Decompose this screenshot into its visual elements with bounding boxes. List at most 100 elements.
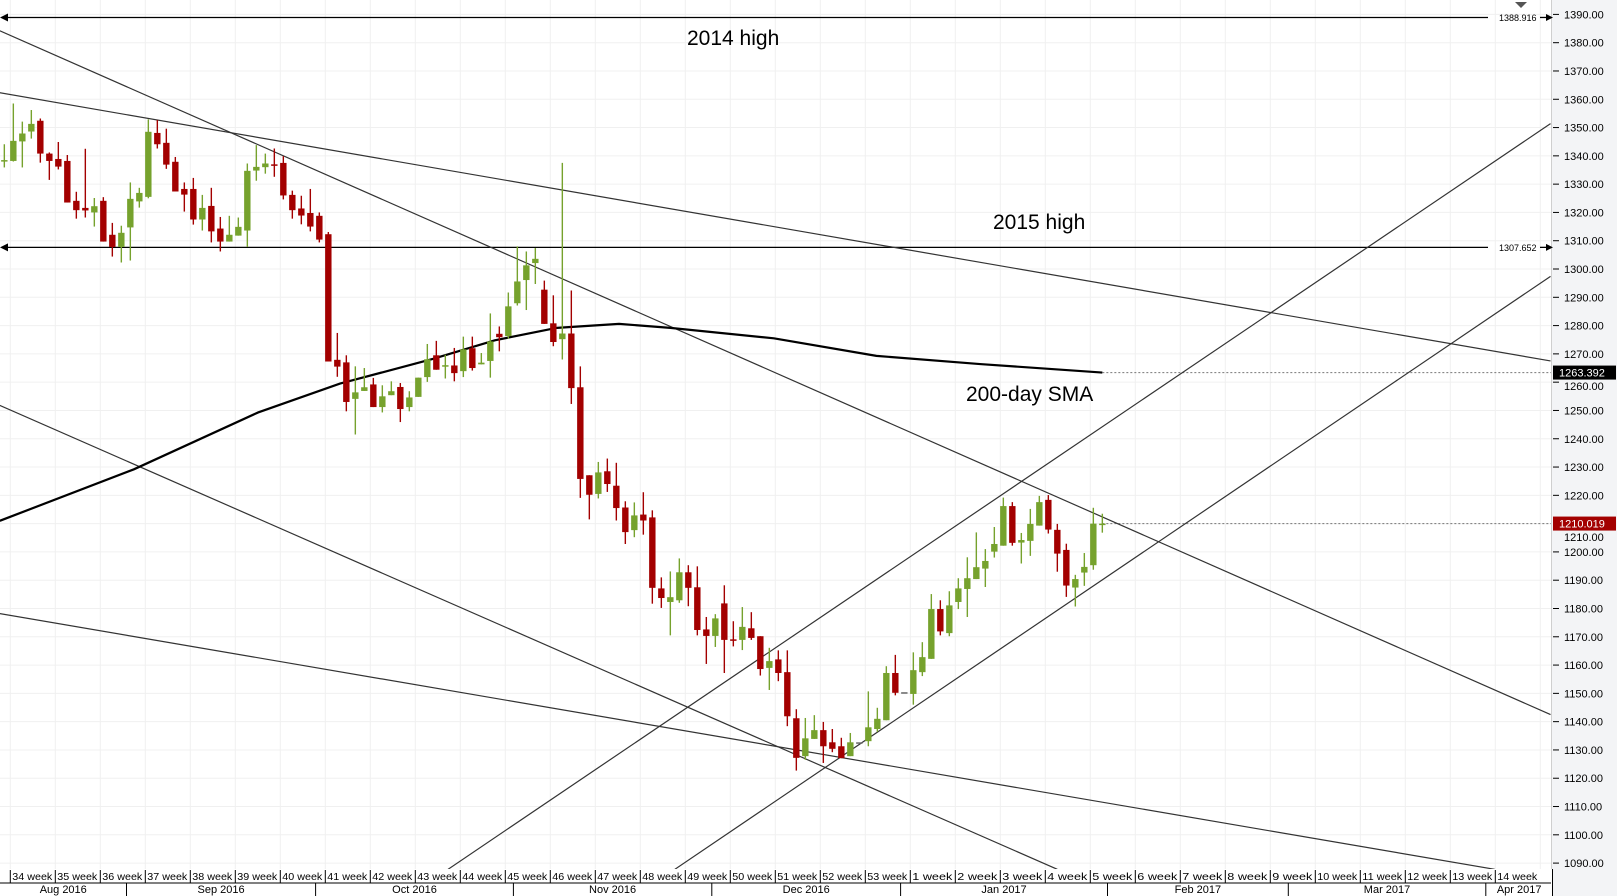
- candle[interactable]: [370, 377, 377, 408]
- candle[interactable]: [946, 591, 953, 637]
- candle[interactable]: [361, 368, 368, 391]
- candle[interactable]: [667, 571, 674, 636]
- candle[interactable]: [1081, 553, 1088, 586]
- candle[interactable]: [505, 292, 512, 339]
- candle[interactable]: [730, 621, 737, 647]
- candle[interactable]: [91, 198, 98, 227]
- candle[interactable]: [874, 707, 881, 732]
- candle[interactable]: [199, 194, 206, 231]
- candle[interactable]: [550, 295, 557, 347]
- candle[interactable]: [973, 532, 980, 580]
- candle[interactable]: [991, 527, 998, 558]
- candle[interactable]: [1045, 495, 1052, 534]
- candle[interactable]: [298, 195, 305, 225]
- candle[interactable]: [910, 652, 917, 705]
- candle[interactable]: [10, 103, 17, 162]
- candle[interactable]: [748, 612, 755, 640]
- candle[interactable]: [757, 636, 764, 676]
- candle[interactable]: [118, 225, 125, 263]
- candle[interactable]: [694, 566, 701, 636]
- candle[interactable]: [460, 336, 467, 378]
- candle[interactable]: [532, 248, 539, 285]
- candle[interactable]: [478, 353, 485, 365]
- candle[interactable]: [658, 577, 665, 608]
- candle[interactable]: [586, 475, 593, 520]
- candle[interactable]: [325, 231, 332, 362]
- candle[interactable]: [424, 343, 431, 382]
- candle[interactable]: [271, 148, 278, 177]
- candle[interactable]: [244, 163, 251, 247]
- candle[interactable]: [343, 355, 350, 412]
- candle[interactable]: [154, 119, 161, 149]
- candle[interactable]: [640, 492, 647, 535]
- candle[interactable]: [775, 650, 782, 682]
- candle[interactable]: [847, 732, 854, 757]
- candle[interactable]: [955, 578, 962, 610]
- candle[interactable]: [820, 721, 827, 763]
- candle[interactable]: [37, 118, 44, 163]
- candle[interactable]: [397, 383, 404, 423]
- candle[interactable]: [496, 326, 503, 352]
- candle[interactable]: [595, 461, 602, 499]
- candle[interactable]: [1018, 532, 1025, 564]
- candle[interactable]: [46, 152, 53, 180]
- candle[interactable]: [811, 715, 818, 739]
- candle[interactable]: [829, 729, 836, 753]
- candle[interactable]: [577, 366, 584, 498]
- candle[interactable]: [1036, 495, 1043, 526]
- candle[interactable]: [865, 691, 872, 747]
- candle[interactable]: [631, 502, 638, 538]
- candle[interactable]: [541, 280, 548, 324]
- candle[interactable]: [793, 709, 800, 771]
- candle[interactable]: [289, 190, 296, 219]
- candle[interactable]: [145, 119, 152, 199]
- candle[interactable]: [802, 717, 809, 760]
- candle[interactable]: [487, 313, 494, 378]
- candle[interactable]: [964, 557, 971, 617]
- candle[interactable]: [28, 110, 35, 139]
- candle[interactable]: [451, 347, 458, 382]
- candle[interactable]: [766, 647, 773, 690]
- candle[interactable]: [352, 366, 359, 435]
- candle[interactable]: [1009, 502, 1016, 546]
- candle[interactable]: [406, 391, 413, 412]
- candle[interactable]: [235, 217, 242, 236]
- candle[interactable]: [73, 191, 80, 219]
- candle[interactable]: [334, 332, 341, 377]
- candle[interactable]: [703, 616, 710, 664]
- candle[interactable]: [676, 558, 683, 603]
- candle[interactable]: [226, 215, 233, 242]
- candle[interactable]: [604, 458, 611, 492]
- candle[interactable]: [514, 246, 521, 306]
- candle[interactable]: [280, 156, 287, 200]
- candle[interactable]: [127, 182, 134, 261]
- candle[interactable]: [442, 354, 449, 379]
- candle[interactable]: [1054, 523, 1061, 572]
- candle[interactable]: [901, 692, 908, 694]
- candle[interactable]: [388, 381, 395, 396]
- candle[interactable]: [649, 510, 656, 604]
- candle[interactable]: [559, 162, 566, 360]
- candle[interactable]: [892, 654, 899, 696]
- candle[interactable]: [415, 377, 422, 397]
- candle[interactable]: [523, 251, 530, 311]
- candle[interactable]: [739, 607, 746, 651]
- candle[interactable]: [208, 187, 215, 243]
- candle[interactable]: [1090, 507, 1097, 570]
- candle[interactable]: [469, 336, 476, 371]
- candle[interactable]: [685, 565, 692, 607]
- candle[interactable]: [163, 128, 170, 169]
- candle[interactable]: [1027, 508, 1034, 556]
- candle[interactable]: [19, 121, 26, 168]
- candle[interactable]: [181, 182, 188, 212]
- candle[interactable]: [1000, 497, 1007, 546]
- candle[interactable]: [784, 650, 791, 727]
- candle[interactable]: [937, 600, 944, 636]
- candle[interactable]: [919, 642, 926, 677]
- candle[interactable]: [109, 222, 116, 257]
- candle[interactable]: [838, 737, 845, 759]
- candle[interactable]: [721, 585, 728, 673]
- candle[interactable]: [1, 144, 8, 168]
- candle[interactable]: [856, 742, 863, 744]
